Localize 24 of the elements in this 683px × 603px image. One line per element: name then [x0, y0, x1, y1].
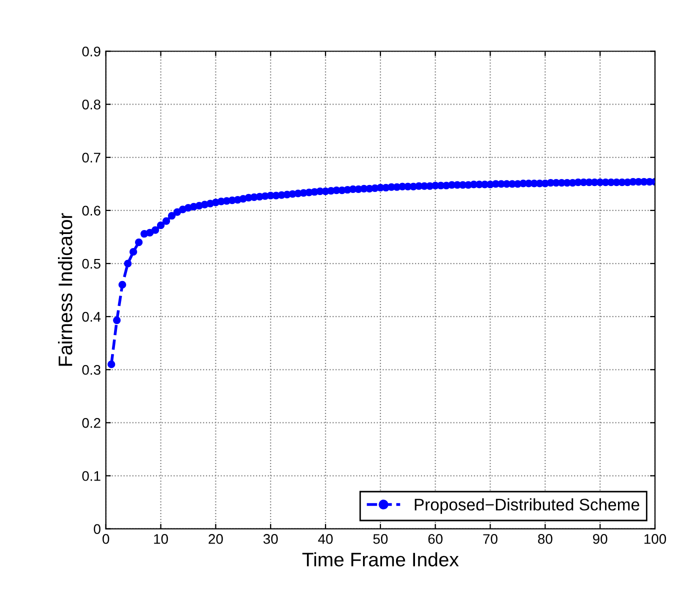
- x-tick-label: 40: [318, 534, 333, 544]
- x-tick-label: 30: [263, 534, 278, 544]
- x-tick-label: 10: [154, 534, 168, 544]
- x-axis-title: Time Frame Index: [302, 552, 459, 566]
- x-tick-label: 100: [644, 534, 666, 544]
- y-tick-label: 0.1: [82, 471, 100, 481]
- x-tick-label: 90: [593, 534, 608, 544]
- x-tick-label: 0: [102, 534, 110, 544]
- y-tick-label: 0: [94, 524, 100, 534]
- y-tick-label: 0.3: [82, 364, 100, 375]
- y-tick-label: 0.6: [82, 206, 100, 216]
- x-tick-label: 60: [428, 534, 443, 544]
- legend-label: Proposed−Distributed Scheme: [414, 498, 640, 514]
- x-tick-label: 20: [208, 534, 223, 544]
- y-tick-label: 0.9: [82, 46, 100, 56]
- y-tick-label: 0.2: [82, 418, 100, 428]
- y-tick-label: 0.7: [82, 152, 100, 163]
- y-tick-label: 0.8: [82, 100, 100, 110]
- x-tick-label: 70: [483, 534, 498, 544]
- y-axis-title: Fairness Indicator: [58, 213, 72, 366]
- x-tick-label: 50: [373, 534, 388, 544]
- y-tick-label: 0.5: [82, 258, 100, 269]
- y-tick-label: 0.4: [82, 312, 101, 322]
- x-tick-label: 80: [538, 534, 552, 544]
